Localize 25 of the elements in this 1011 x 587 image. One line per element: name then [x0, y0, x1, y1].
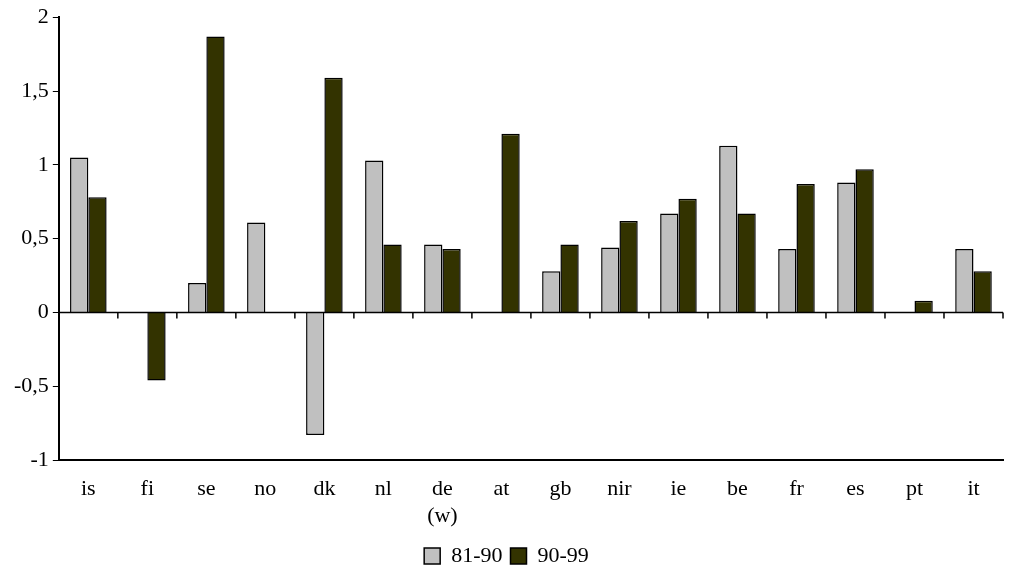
y-tick-label: 1: [37, 150, 49, 176]
legend-label: 90-99: [537, 541, 589, 567]
y-tick-label: -1: [30, 445, 49, 471]
x-tick-label: fr: [789, 475, 805, 501]
x-tick-label: be: [727, 475, 748, 501]
x-tick-label: is: [80, 475, 96, 501]
x-tick-label: nir: [607, 475, 633, 501]
y-tick-label: 0: [37, 298, 49, 324]
x-tick-label: ie: [670, 475, 687, 501]
x-tick-label: dk: [313, 475, 336, 501]
y-tick-label: -0,5: [14, 372, 49, 398]
legend-label: 81-90: [451, 541, 503, 567]
x-tick-label: de (w): [427, 475, 458, 527]
x-tick-label: it: [967, 475, 980, 501]
x-tick-label: es: [846, 475, 865, 501]
x-tick-label: fi: [140, 475, 155, 501]
y-tick-label: 2: [37, 2, 49, 28]
y-tick-label: 1,5: [21, 76, 49, 102]
x-tick-label: no: [254, 475, 277, 501]
x-tick-label: pt: [905, 475, 924, 501]
x-tick-label: at: [493, 475, 510, 501]
x-tick-label: gb: [549, 475, 572, 501]
x-tick-label: se: [197, 475, 216, 501]
x-tick-label: nl: [374, 475, 392, 501]
y-tick-label: 0,5: [21, 224, 49, 250]
